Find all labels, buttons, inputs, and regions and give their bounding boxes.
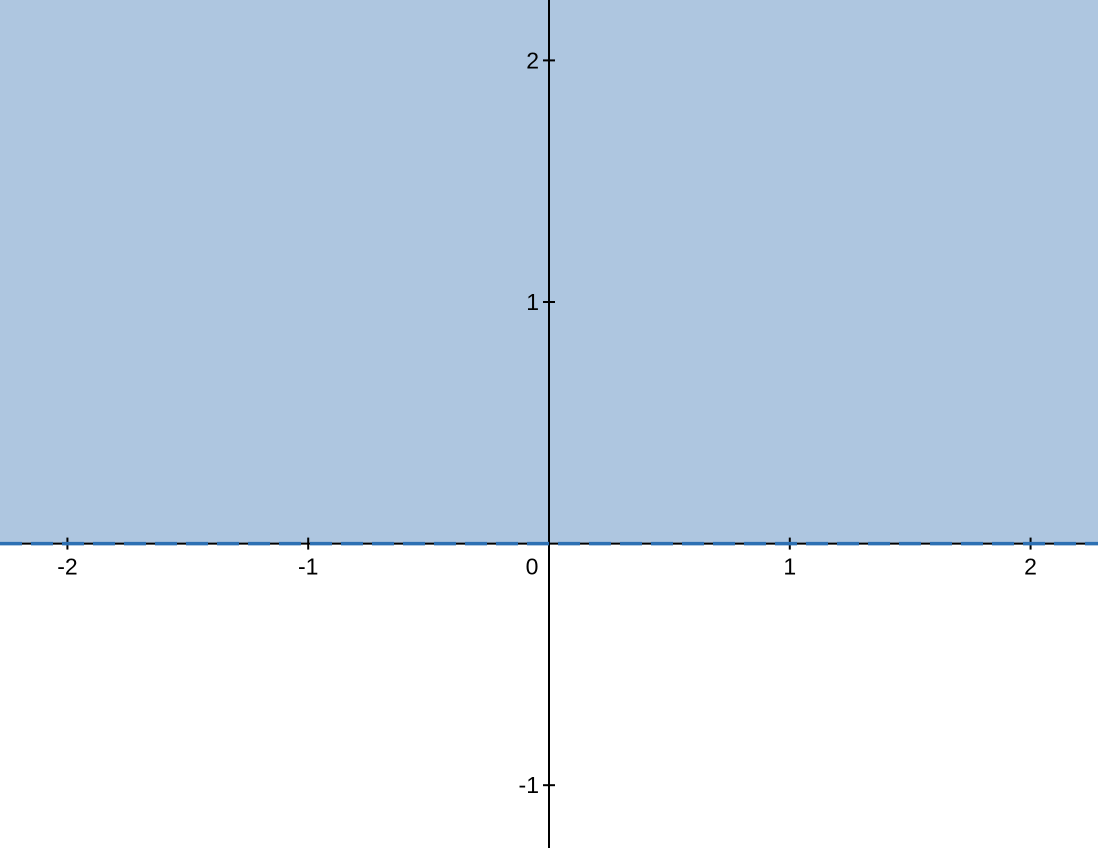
x-tick-label: -2	[57, 554, 77, 580]
x-axis-ticks: -2 -1 1 2	[57, 537, 1037, 580]
x-tick-label: 1	[783, 554, 796, 580]
x-tick-label: -1	[298, 554, 318, 580]
origin-label: 0	[526, 554, 539, 580]
y-tick-label: 2	[526, 47, 539, 73]
x-tick-label: 2	[1024, 554, 1037, 580]
y-axis-ticks: 2 1 -1	[519, 47, 555, 798]
y-tick-label: 1	[526, 289, 539, 315]
y-tick-label: -1	[519, 772, 539, 798]
